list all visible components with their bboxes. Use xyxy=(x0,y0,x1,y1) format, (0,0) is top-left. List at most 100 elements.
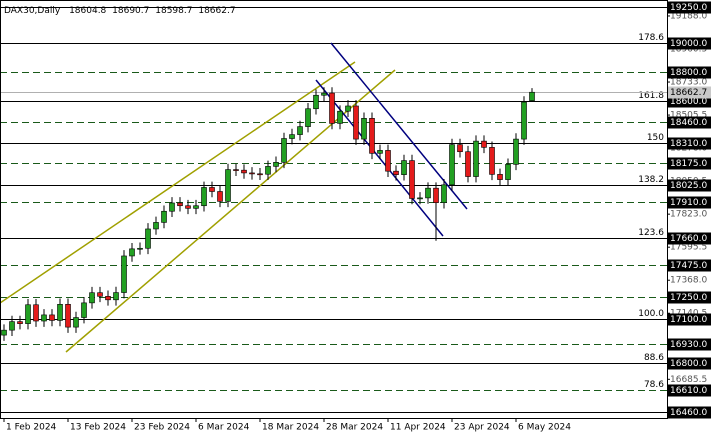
level-box xyxy=(668,157,711,170)
candle-body xyxy=(473,140,479,177)
level-box xyxy=(668,1,711,14)
candle-body xyxy=(81,302,87,318)
level-box xyxy=(668,179,711,192)
candle-body xyxy=(121,255,127,293)
fib-label: 178.6 xyxy=(638,33,664,43)
candle-body xyxy=(401,160,407,175)
trend-line xyxy=(0,61,356,304)
candle-body xyxy=(393,170,399,175)
candle-body xyxy=(265,166,271,175)
candle-body xyxy=(41,314,47,322)
y-tick-label: 18505.5 xyxy=(670,111,707,121)
candle-body xyxy=(73,317,79,328)
y-tick-label: 17823.0 xyxy=(670,210,707,220)
candle-body xyxy=(409,160,415,199)
plot-border xyxy=(0,0,668,419)
candle-body xyxy=(289,134,295,139)
candle-body xyxy=(369,118,375,154)
header-close: 18662.7 xyxy=(198,6,235,16)
level-label: 17100.0 xyxy=(670,315,707,325)
candle-body xyxy=(89,292,95,304)
candle-body xyxy=(353,105,359,140)
candle-body xyxy=(321,92,327,96)
candle-body xyxy=(57,304,63,321)
candle-body xyxy=(529,91,535,101)
level-box xyxy=(668,137,711,150)
chart-header: DAX30,Daily 18604.8 18690.7 18598.7 1866… xyxy=(4,6,236,16)
fib-label: 161.8 xyxy=(638,91,664,101)
x-tick-label: 28 Mar 2024 xyxy=(326,423,383,433)
y-tick-label: 18960.5 xyxy=(670,45,707,55)
level-label: 17660.0 xyxy=(670,234,707,244)
candle-body xyxy=(345,105,351,112)
y-tick-label: 16685.5 xyxy=(670,375,707,385)
level-label: 18600.0 xyxy=(670,97,707,107)
x-tick-label: 6 Mar 2024 xyxy=(198,423,250,433)
candle-body xyxy=(105,296,111,301)
level-label: 16800.0 xyxy=(670,359,707,369)
level-box xyxy=(668,338,711,351)
current-price-label: 18662.7 xyxy=(670,88,707,98)
level-box xyxy=(668,66,711,79)
level-box xyxy=(668,116,711,129)
candle-body xyxy=(201,187,207,207)
candle-body xyxy=(225,169,231,202)
candle-body xyxy=(313,94,319,110)
level-label: 19000.0 xyxy=(670,39,707,49)
candle-body xyxy=(137,247,143,250)
x-tick-label: 23 Apr 2024 xyxy=(454,423,510,433)
candle-body xyxy=(145,228,151,249)
fib-label: 78.6 xyxy=(644,380,664,390)
level-label: 19250.0 xyxy=(670,3,707,13)
candle-body xyxy=(433,187,439,203)
candle-body xyxy=(17,321,23,324)
current-price-box xyxy=(668,86,711,99)
candle-body xyxy=(337,110,343,124)
level-label: 18025.0 xyxy=(670,181,707,191)
candle-body xyxy=(441,184,447,203)
level-box xyxy=(668,384,711,397)
level-label: 18175.0 xyxy=(670,159,707,169)
candle-body xyxy=(193,205,199,209)
candle-body xyxy=(129,248,135,257)
candle-body xyxy=(65,304,71,328)
candle-body xyxy=(257,173,263,176)
level-box xyxy=(668,37,711,50)
level-label: 18310.0 xyxy=(670,139,707,149)
candle-body xyxy=(25,304,31,324)
candle-body xyxy=(9,321,15,331)
candle-body xyxy=(49,314,55,321)
candle-body xyxy=(449,144,455,186)
candle-body xyxy=(329,92,335,124)
candle-body xyxy=(497,174,503,180)
level-box xyxy=(668,406,711,419)
level-label: 17250.0 xyxy=(670,293,707,303)
y-tick-label: 18733.0 xyxy=(670,78,707,88)
candle-body xyxy=(297,126,303,135)
candle-body xyxy=(377,150,383,154)
candle-body xyxy=(161,210,167,223)
candle-body xyxy=(1,329,7,336)
candle-body xyxy=(241,169,247,174)
candle-body xyxy=(305,108,311,127)
candle-body xyxy=(209,187,215,192)
candle-body xyxy=(249,172,255,175)
x-tick-label: 23 Feb 2024 xyxy=(134,423,190,433)
level-box xyxy=(668,313,711,326)
candle-body xyxy=(521,101,527,140)
header-high: 18690.7 xyxy=(112,6,149,16)
x-tick-label: 11 Apr 2024 xyxy=(390,423,446,433)
x-tick-label: 13 Feb 2024 xyxy=(70,423,126,433)
candle-body xyxy=(385,150,391,172)
header-open: 18604.8 xyxy=(69,6,106,16)
fib-label: 150 xyxy=(647,133,664,143)
candle-body xyxy=(233,169,239,171)
x-tick-label: 6 May 2024 xyxy=(518,423,571,433)
candle-body xyxy=(177,202,183,207)
candle-body xyxy=(113,292,119,301)
candle-body xyxy=(169,202,175,212)
level-box xyxy=(668,291,711,304)
level-label: 17475.0 xyxy=(670,261,707,271)
